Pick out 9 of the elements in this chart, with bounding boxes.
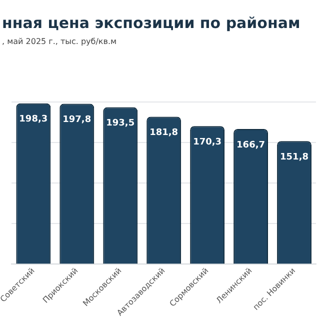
data-label: 193,5 (106, 118, 135, 129)
data-label: 181,8 (150, 128, 178, 138)
data-label: 197,8 (62, 115, 92, 126)
chart-title: нная цена экспозиции по районам (2, 14, 300, 32)
data-label: 198,3 (19, 114, 48, 125)
data-label: 170,3 (193, 137, 222, 148)
chart-subtitle: , май 2025 г., тыс. руб/кв.м (2, 37, 117, 46)
data-label: 151,8 (280, 152, 308, 162)
data-label: 166,7 (236, 140, 266, 150)
